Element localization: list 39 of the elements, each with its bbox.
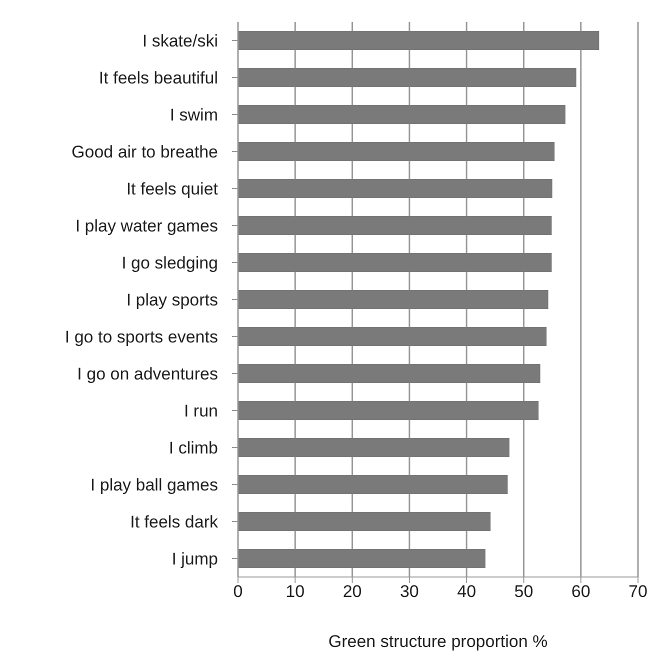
y-tick-label: Good air to breathe [72,142,218,162]
bar [238,31,600,50]
bar [238,253,552,272]
y-tick-label: I run [184,402,218,421]
bar [238,549,486,568]
bar [238,364,540,383]
x-tick-label: 30 [400,582,419,602]
bar [238,105,566,124]
bar [238,327,547,346]
bar [238,179,552,198]
y-tick-label: I go on adventures [77,364,218,384]
x-tick-label: 70 [628,582,648,602]
y-tick-label: I jump [172,550,218,569]
y-tick-label: I go to sports events [64,328,218,347]
y-tick-label: I play ball games [90,476,218,495]
x-tick-label: 60 [571,582,590,602]
x-tick-label: 10 [286,582,305,602]
x-axis-title: Green structure proportion % [328,632,548,651]
bar [238,512,491,531]
bar [238,475,508,494]
y-tick-label: I play sports [126,290,218,310]
bar [238,216,552,235]
y-tick-label: I play water games [75,216,218,236]
y-tick-label: I go sledging [122,254,218,273]
bar [238,438,510,457]
bar [238,401,539,420]
x-tick-label: 50 [514,582,534,602]
y-tick-label: I climb [168,438,218,458]
x-tick-label: 40 [457,582,476,602]
y-tick-label: It feels quiet [126,180,218,199]
x-tick-label: 0 [233,582,243,602]
bar [238,290,548,309]
y-tick-label: It feels dark [130,512,218,532]
y-tick-label: It feels beautiful [98,68,218,88]
y-tick-label: I skate/ski [142,32,218,51]
y-tick-label: I swim [170,106,218,125]
x-tick-label: 20 [342,582,362,602]
bar [238,68,576,87]
bar [238,142,555,161]
